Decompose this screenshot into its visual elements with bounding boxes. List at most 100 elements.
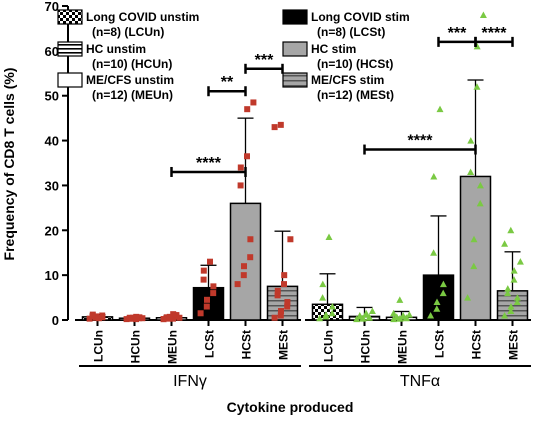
data-point xyxy=(166,313,173,320)
data-point xyxy=(277,312,284,319)
legend-swatch xyxy=(282,41,308,57)
data-point xyxy=(325,233,333,241)
data-point xyxy=(126,314,133,321)
data-point xyxy=(396,296,404,303)
data-point xyxy=(274,292,281,299)
tnfa-category-label: LCUn xyxy=(322,330,336,362)
data-point xyxy=(470,262,478,270)
data-point xyxy=(430,249,438,256)
data-point xyxy=(244,153,250,160)
data-point xyxy=(200,267,207,274)
y-tick-label: 20 xyxy=(45,223,59,238)
data-point xyxy=(204,296,210,303)
data-point xyxy=(365,313,373,321)
data-point xyxy=(99,314,106,321)
data-point xyxy=(207,258,213,265)
data-point xyxy=(390,315,398,323)
data-point xyxy=(513,294,521,301)
tnfa-category-label: MESt xyxy=(507,330,521,360)
x-axis-title: Cytokine produced xyxy=(227,399,354,415)
data-point xyxy=(247,236,254,243)
data-point xyxy=(328,303,336,310)
data-point xyxy=(476,181,484,189)
significance-label: **** xyxy=(196,155,222,172)
data-point xyxy=(430,172,438,180)
data-point xyxy=(237,164,244,171)
data-point xyxy=(281,281,287,288)
legend-sublabel: (n=8) (LCSt) xyxy=(317,25,385,39)
significance-label: **** xyxy=(408,133,434,150)
data-point xyxy=(479,11,487,18)
data-point xyxy=(247,254,254,261)
data-point xyxy=(96,315,102,322)
ifng-category-label: HCUn xyxy=(129,330,143,363)
significance-label: **** xyxy=(482,25,508,42)
data-point xyxy=(160,316,167,323)
tnfa-bar-mest xyxy=(496,290,529,321)
data-point xyxy=(170,315,176,322)
data-point xyxy=(362,309,370,317)
legend-label: ME/CFS unstim xyxy=(86,73,174,87)
y-tick-label: 10 xyxy=(45,268,59,283)
data-point xyxy=(513,298,521,306)
data-point xyxy=(467,168,475,175)
legend-label: Long COVID unstim xyxy=(86,10,199,24)
significance-label: *** xyxy=(448,25,467,42)
data-point xyxy=(200,276,207,283)
data-point xyxy=(139,315,146,322)
ifng-category-label: LCSt xyxy=(203,330,217,358)
data-point xyxy=(436,105,444,113)
legend-sublabel: (n=10) (HCUn) xyxy=(92,57,172,71)
data-point xyxy=(470,235,478,243)
data-point xyxy=(507,226,515,234)
data-point xyxy=(210,283,217,290)
significance-label: *** xyxy=(255,52,274,69)
data-point xyxy=(328,309,336,317)
tnfa-bar-lcst xyxy=(422,274,455,321)
data-point xyxy=(203,303,210,310)
data-point xyxy=(476,199,484,207)
data-point xyxy=(510,276,518,283)
data-point xyxy=(241,263,247,270)
ifng-category-label: MESt xyxy=(277,330,291,360)
significance-label: ** xyxy=(221,74,234,91)
data-point xyxy=(473,42,481,50)
data-point xyxy=(368,307,376,315)
data-point xyxy=(507,307,515,315)
data-point xyxy=(356,312,364,319)
data-point xyxy=(281,272,288,279)
data-point xyxy=(433,298,441,306)
data-point xyxy=(504,285,512,292)
data-point xyxy=(133,313,140,320)
y-axis-title: Frequency of CD8 T cells (%) xyxy=(1,68,17,261)
data-point xyxy=(234,281,241,288)
y-tick-label: 50 xyxy=(45,89,59,104)
data-point xyxy=(287,236,294,243)
data-point xyxy=(390,309,398,317)
legend-label: ME/CFS stim xyxy=(311,73,384,87)
data-point xyxy=(427,312,435,319)
legend-swatch xyxy=(282,9,308,25)
tnfa-category-label: LCSt xyxy=(433,330,447,358)
data-point xyxy=(516,258,524,265)
data-point xyxy=(274,287,281,294)
ifng-category-label: MEUn xyxy=(166,330,180,364)
legend-swatch xyxy=(57,72,83,88)
legend-swatch xyxy=(282,72,308,88)
data-point xyxy=(473,83,481,90)
data-point xyxy=(510,267,518,274)
legend-label: HC unstim xyxy=(86,42,146,56)
data-point xyxy=(464,294,472,301)
data-point xyxy=(504,289,512,297)
ifng-category-label: HCSt xyxy=(240,330,254,359)
ifng-group-label: IFNγ xyxy=(173,373,207,390)
y-tick-label: 0 xyxy=(52,313,59,328)
legend-swatch xyxy=(57,9,83,25)
data-point xyxy=(319,280,327,288)
legend-sublabel: (n=12) (MESt) xyxy=(317,88,394,102)
tnfa-category-label: HCSt xyxy=(470,330,484,359)
y-tick-label: 30 xyxy=(45,178,59,193)
data-point xyxy=(467,137,475,144)
legend-label: HC stim xyxy=(311,42,356,56)
